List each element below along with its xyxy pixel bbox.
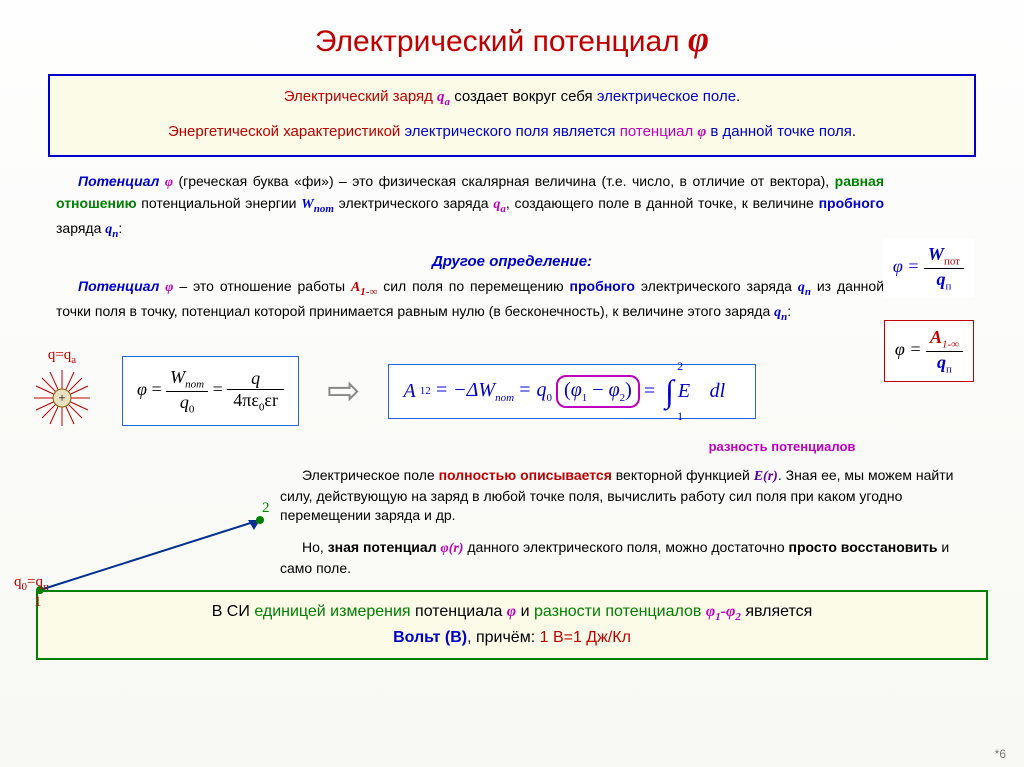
other-definition-label: Другое определение: (0, 253, 1024, 270)
paragraph-2: Потенциал φ – это отношение работы A1-∞ … (56, 276, 884, 325)
svg-text:+: + (58, 390, 65, 405)
potential-diff-label: разность потенциалов (540, 439, 1024, 454)
formula-row: q=qа + φ = Wnom q0 = q 4πε0εr (0, 347, 1024, 435)
point-2-label: 2 (262, 500, 270, 517)
arrow-icon: ⇨ (327, 368, 361, 414)
title-phi: φ (688, 19, 709, 59)
definition-box: Электрический заряд qа создает вокруг се… (48, 74, 976, 157)
defbox-line2: Энергетической характеристикой электриче… (66, 121, 958, 144)
radial-field-icon: + (30, 366, 94, 430)
integral-icon: 2 ∫ 1 (665, 373, 674, 410)
page-title: Электрический потенциал φ (0, 0, 1024, 60)
q0-label: q0=qп (14, 574, 49, 593)
defbox-line1: Электрический заряд qа создает вокруг се… (66, 86, 958, 111)
formula-1: φ = Wпотqп (883, 238, 974, 298)
wide-formula-box: A12 = −ΔWnom = q0 (φ1 − φ2) = 2 ∫ 1 E⃗dl… (388, 364, 755, 419)
charge-diagram: q=qа + (30, 347, 94, 435)
lower-paragraph-2: Но, зная потенциал φ(r) данного электрич… (280, 538, 968, 578)
potential-diff-highlight: (φ1 − φ2) (556, 375, 640, 408)
title-text: Электрический потенциал (315, 25, 688, 58)
point-1-label: 1 (34, 594, 42, 611)
formula-2: φ = A1-∞qп (884, 320, 974, 382)
mid-formula-box: φ = Wnom q0 = q 4πε0εr (122, 356, 299, 426)
paragraph-1: Потенциал φ (греческая буква «фи») – это… (56, 171, 884, 243)
page-number: *6 (995, 747, 1006, 761)
trajectory-diagram (30, 510, 290, 610)
lower-paragraph-1: Электрическое поле полностью описывается… (280, 466, 968, 526)
